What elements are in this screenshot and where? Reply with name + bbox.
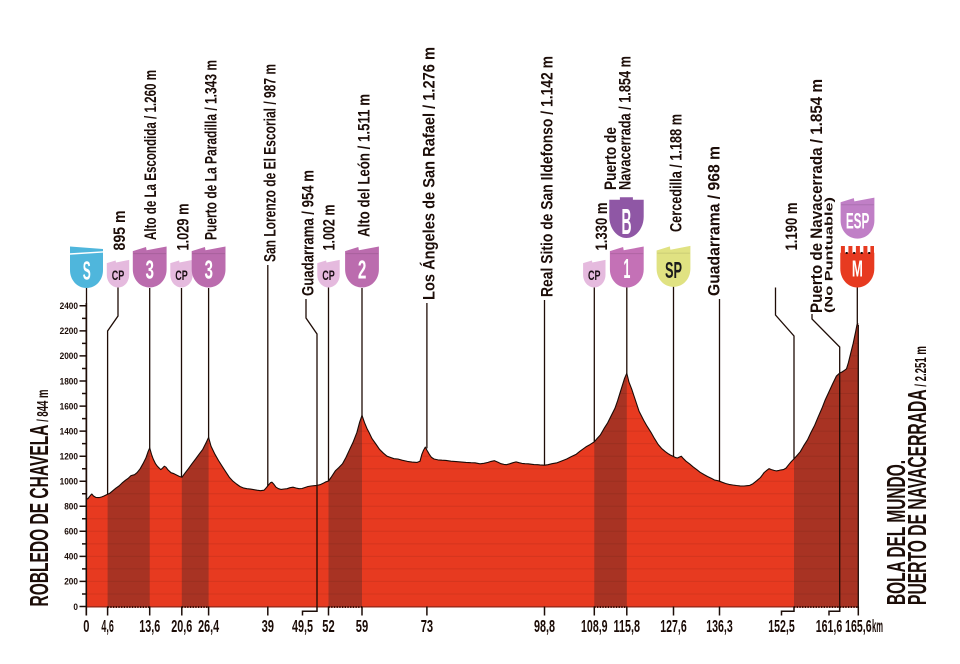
- svg-text:200: 200: [64, 577, 78, 588]
- svg-text:Alto de La Escondida / 1.260 m: Alto de La Escondida / 1.260 m: [142, 70, 160, 240]
- svg-text:39: 39: [262, 616, 275, 636]
- svg-text:1.029 m: 1.029 m: [175, 204, 193, 251]
- svg-text:165,6: 165,6: [845, 616, 872, 636]
- svg-text:Los Ángeles de San Rafael / 1.: Los Ángeles de San Rafael / 1.276 m: [420, 47, 439, 300]
- svg-text:1200: 1200: [60, 452, 78, 463]
- svg-text:M: M: [852, 256, 863, 282]
- svg-text:600: 600: [64, 527, 78, 538]
- svg-text:115,8: 115,8: [614, 616, 641, 636]
- svg-text:1.190 m: 1.190 m: [783, 203, 801, 251]
- svg-text:3: 3: [204, 255, 213, 285]
- svg-text:2: 2: [358, 255, 367, 285]
- svg-text:CP: CP: [588, 267, 601, 283]
- svg-text:20,6: 20,6: [171, 616, 192, 636]
- svg-text:1.330 m: 1.330 m: [593, 203, 611, 251]
- svg-text:CP: CP: [112, 267, 125, 283]
- svg-text:1800: 1800: [60, 376, 78, 387]
- svg-text:Puerto de: Puerto de: [602, 127, 620, 190]
- svg-text:CP: CP: [322, 267, 335, 283]
- svg-text:Cercedilla / 1.188 m: Cercedilla / 1.188 m: [668, 114, 686, 232]
- svg-text:S: S: [83, 256, 91, 286]
- svg-text:98,8: 98,8: [534, 616, 555, 636]
- svg-text:Puerto de Navacerrada / 1.854: Puerto de Navacerrada / 1.854 m: [808, 79, 826, 313]
- svg-text:2200: 2200: [60, 326, 78, 337]
- svg-text:2000: 2000: [60, 351, 78, 362]
- svg-text:CP: CP: [175, 267, 188, 283]
- svg-text:1600: 1600: [60, 401, 78, 412]
- svg-text:108,9: 108,9: [581, 616, 608, 636]
- svg-text:Alto del León / 1.511 m: Alto del León / 1.511 m: [356, 94, 374, 237]
- svg-text:BOLA DEL MUNDO.: BOLA DEL MUNDO.: [881, 460, 911, 605]
- svg-text:SP: SP: [665, 257, 682, 283]
- svg-text:B: B: [622, 201, 632, 242]
- svg-text:49,5: 49,5: [292, 616, 313, 636]
- svg-text:Real Sitio de San Ildefonso /: Real Sitio de San Ildefonso / 1.142 m: [539, 56, 557, 297]
- svg-text:400: 400: [64, 552, 78, 563]
- svg-text:km: km: [872, 616, 883, 636]
- svg-text:4,6: 4,6: [101, 616, 114, 636]
- svg-text:(No Puntuable): (No Puntuable): [824, 197, 836, 313]
- svg-text:1.002 m: 1.002 m: [321, 205, 339, 251]
- svg-text:52: 52: [322, 616, 335, 636]
- svg-text:13,6: 13,6: [139, 616, 160, 636]
- svg-text:73: 73: [421, 616, 434, 636]
- svg-text:1: 1: [623, 253, 630, 284]
- svg-text:3: 3: [146, 255, 155, 285]
- svg-text:ESP: ESP: [846, 208, 870, 233]
- svg-text:ROBLEDO DE CHAVELA / 844 m: ROBLEDO DE CHAVELA / 844 m: [24, 390, 54, 607]
- svg-text:161,6: 161,6: [816, 616, 843, 636]
- svg-text:2400: 2400: [60, 301, 78, 312]
- svg-text:800: 800: [64, 502, 78, 513]
- svg-text:895 m: 895 m: [111, 211, 129, 251]
- svg-text:1400: 1400: [60, 426, 78, 437]
- svg-text:0: 0: [73, 602, 78, 613]
- svg-text:Navacerrada / 1.854 m: Navacerrada / 1.854 m: [617, 56, 635, 190]
- svg-text:Guadarrama / 968 m: Guadarrama / 968 m: [706, 146, 724, 296]
- svg-text:152,5: 152,5: [768, 616, 795, 636]
- svg-text:136,3: 136,3: [706, 616, 733, 636]
- svg-text:0: 0: [83, 616, 89, 636]
- svg-text:127,6: 127,6: [660, 616, 687, 636]
- svg-text:Puerto de La Paradilla / 1.343: Puerto de La Paradilla / 1.343 m: [203, 60, 221, 240]
- svg-text:San Lorenzo de El Escorial / 9: San Lorenzo de El Escorial / 987 m: [262, 64, 280, 262]
- svg-text:1000: 1000: [60, 477, 78, 488]
- svg-text:Guadarrama / 954 m: Guadarrama / 954 m: [300, 170, 318, 296]
- svg-text:59: 59: [356, 616, 369, 636]
- svg-text:26,4: 26,4: [198, 616, 219, 636]
